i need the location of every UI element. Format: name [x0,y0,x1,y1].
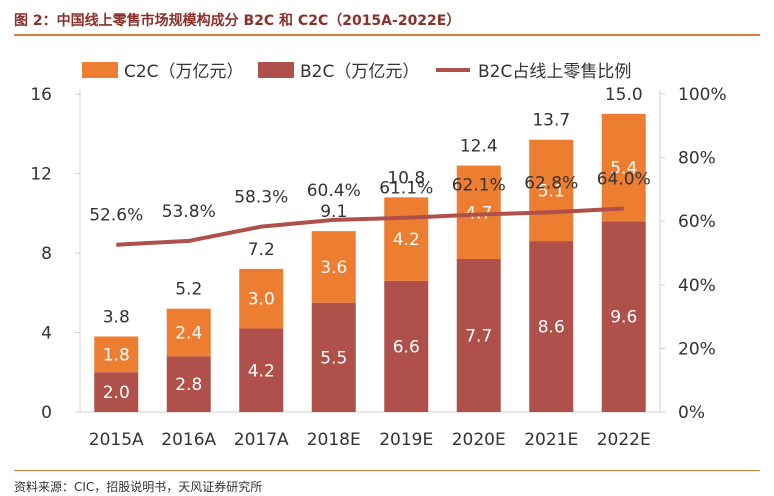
figure-title: 图 2：中国线上零售市场规模构成分 B2C 和 C2C（2015A-2022E） [14,13,461,29]
source-note: 资料来源：CIC，招股说明书，天风证券研究所 [14,480,263,494]
bar-c2c [529,139,574,242]
x-tick-label: 2016A [161,430,216,450]
bar-b2c-label: 4.2 [248,361,275,381]
bar-total-label: 7.2 [248,240,275,260]
bar-total-label: 5.2 [175,280,202,300]
x-tick-label: 2022E [597,430,651,450]
y-left-tick-label: 8 [41,244,52,264]
bar-b2c-label: 2.8 [175,375,202,395]
y-left-tick-label: 12 [30,165,52,185]
line-point-label: 64.0% [597,169,651,189]
bar-b2c-label: 8.6 [538,318,565,338]
y-left-tick-label: 4 [41,324,52,344]
y-left-tick-label: 16 [30,85,52,105]
bar-b2c [384,280,429,412]
x-tick-label: 2019E [379,430,433,450]
bar-c2c [239,268,284,329]
bar-total-label: 9.1 [320,202,347,222]
bar-b2c-label: 9.6 [610,308,637,328]
legend-label-c2c: C2C（万亿元） [124,62,244,82]
line-point-label: 60.4% [307,181,361,201]
bar-c2c-label: 2.4 [175,324,202,344]
line-point-label: 62.8% [524,173,578,193]
bar-total-label: 13.7 [532,111,570,131]
y-right-tick-label: 60% [678,212,716,232]
bar-c2c-label: 5.1 [538,181,565,201]
y-right-tick-label: 0% [678,403,705,423]
y-right-tick-label: 40% [678,276,716,296]
x-tick-label: 2017A [234,430,289,450]
bar-c2c-label: 3.0 [248,290,275,310]
bar-c2c-label: 5.4 [610,159,637,179]
legend-swatch-b2c [258,62,294,78]
title-rule [14,34,760,36]
line-point-label: 62.1% [452,176,506,196]
bar-b2c [311,302,356,412]
bar-b2c [166,356,211,412]
legend-label-b2c: B2C（万亿元） [300,62,419,82]
bar-b2c [529,241,574,412]
bar-b2c-label: 2.0 [103,383,130,403]
bar-total-label: 10.8 [387,168,425,188]
bar-b2c [239,328,284,412]
legend-label-line: B2C占线上零售比例 [478,62,631,82]
x-tick-label: 2021E [524,430,578,450]
bar-total-label: 12.4 [460,137,498,157]
bar-c2c [166,308,211,357]
y-right-tick-label: 20% [678,339,716,359]
bar-total-label: 3.8 [103,307,130,327]
bar-b2c [94,372,139,412]
y-right-tick-label: 80% [678,149,716,169]
line-point-label: 61.1% [379,179,433,199]
y-right-tick-label: 100% [678,85,727,105]
bar-c2c-label: 1.8 [103,345,130,365]
bar-c2c [384,197,429,281]
bar-c2c [94,336,139,373]
x-tick-label: 2015A [89,430,144,450]
bar-b2c [456,258,501,412]
bar-c2c [601,113,646,222]
bar-c2c-label: 3.6 [320,258,347,278]
bar-c2c-label: 4.2 [393,230,420,250]
legend-swatch-c2c [82,62,118,78]
x-tick-label: 2018E [307,430,361,450]
y-left-tick-label: 0 [41,403,52,423]
line-point-label: 52.6% [89,206,143,226]
bar-b2c-label: 5.5 [320,348,347,368]
bar-b2c-label: 6.6 [393,337,420,357]
b2c-share-line [116,206,624,247]
bar-c2c [311,231,356,303]
bar-b2c-label: 7.7 [465,326,492,346]
x-tick-label: 2020E [452,430,506,450]
bar-total-label: 15.0 [605,85,643,105]
bar-b2c [601,221,646,412]
source-rule [14,470,760,471]
line-point-label: 53.8% [162,202,216,222]
line-point-label: 58.3% [234,188,288,208]
